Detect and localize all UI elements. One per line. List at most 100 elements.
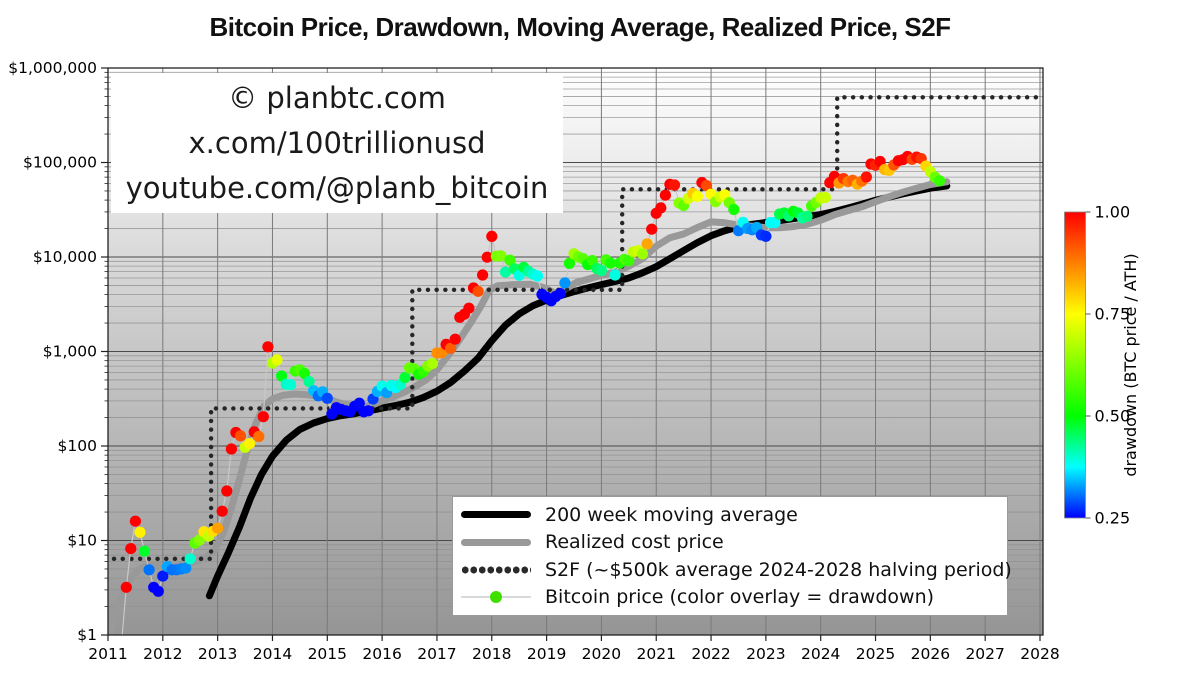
btc-dot bbox=[303, 376, 315, 388]
btc-dot bbox=[623, 255, 635, 267]
btc-dot bbox=[769, 216, 781, 229]
btc-dot bbox=[933, 175, 946, 187]
x-axis-tick-label: 2027 bbox=[965, 645, 1004, 663]
watermark-box: © planbtc.com x.com/100trillionusd youtu… bbox=[111, 73, 563, 213]
legend-item-realized: Realized cost price bbox=[461, 529, 999, 555]
btc-dot bbox=[700, 180, 713, 192]
watermark-line-x: x.com/100trillionusd bbox=[188, 125, 486, 160]
btc-dot bbox=[499, 266, 512, 278]
legend-label-bitcoin-price: Bitcoin price (color overlay = drawdown) bbox=[545, 586, 935, 609]
x-axis-tick-label: 2015 bbox=[308, 645, 347, 663]
btc-dot bbox=[504, 254, 516, 266]
btc-dot bbox=[426, 358, 438, 370]
watermark-line-planbtc: © planbtc.com bbox=[228, 80, 446, 115]
btc-dot bbox=[180, 562, 192, 574]
legend-item-s2f: S2F (~$500k average 2024-2028 halving pe… bbox=[461, 557, 1012, 583]
btc-dot bbox=[732, 225, 745, 237]
x-axis-tick-label: 2019 bbox=[527, 645, 566, 663]
btc-dot bbox=[244, 438, 256, 450]
btc-dot bbox=[152, 585, 164, 597]
legend-label-200wma: 200 week moving average bbox=[545, 503, 798, 526]
legend-item-200wma: 200 week moving average bbox=[461, 502, 999, 528]
colorbar: 1.00 0.75 0.50 0.25 drawdown (BTC price / AT… bbox=[1064, 203, 1140, 528]
x-axis-tick-label: 2025 bbox=[856, 645, 895, 663]
legend-label-realized: Realized cost price bbox=[545, 531, 724, 554]
btc-dot bbox=[604, 257, 617, 269]
btc-dot bbox=[271, 354, 283, 366]
x-axis-tick-label: 2018 bbox=[472, 645, 511, 663]
btc-dot bbox=[641, 238, 653, 250]
btc-dot bbox=[285, 379, 297, 391]
x-axis-tick-label: 2017 bbox=[417, 645, 456, 663]
x-axis-tick-label: 2028 bbox=[1020, 645, 1059, 663]
btc-dot bbox=[463, 302, 475, 314]
btc-dot bbox=[435, 347, 448, 359]
btc-dot bbox=[353, 397, 365, 409]
x-axis-tick-label: 2022 bbox=[691, 645, 730, 663]
legend-price-dot-icon bbox=[490, 591, 502, 604]
btc-dot bbox=[760, 230, 772, 242]
x-axis-tick-label: 2012 bbox=[143, 645, 182, 663]
x-axis-tick-label: 2021 bbox=[637, 645, 676, 663]
x-axis-tick-label: 2013 bbox=[198, 645, 237, 663]
btc-dot bbox=[477, 269, 489, 281]
btc-dot bbox=[234, 430, 247, 442]
legend-label-s2f: S2F (~$500k average 2024-2028 halving pe… bbox=[545, 558, 1012, 581]
x-axis-tick-label: 2024 bbox=[801, 645, 840, 663]
axis-labels: 2011 2012 2013 2014 2015 2016 2017 2018 2019 2020… bbox=[8, 59, 1059, 663]
legend-swatch-s2f bbox=[461, 564, 531, 575]
legend-swatch-bitcoin-price bbox=[461, 591, 531, 604]
series-realized-price bbox=[108, 178, 951, 635]
colorbar-tick-label: 0.25 bbox=[1095, 509, 1131, 528]
x-axis-tick-label: 2023 bbox=[746, 645, 785, 663]
btc-dot bbox=[655, 202, 667, 214]
btc-dot bbox=[609, 269, 621, 281]
y-axis-tick-label: $1,000 bbox=[43, 343, 97, 361]
btc-dot bbox=[554, 288, 566, 300]
btc-dot bbox=[129, 515, 141, 527]
btc-dot bbox=[495, 250, 507, 262]
btc-dot bbox=[225, 443, 237, 455]
btc-dot bbox=[399, 371, 411, 384]
btc-dot bbox=[860, 171, 873, 183]
series-layer bbox=[108, 95, 1043, 635]
x-axis-tick-label: 2026 bbox=[911, 645, 950, 663]
btc-dot bbox=[668, 179, 681, 191]
x-axis-tick-label: 2014 bbox=[253, 645, 292, 663]
y-axis-tick-label: $10,000 bbox=[33, 248, 97, 266]
btc-dot bbox=[120, 581, 132, 593]
btc-dot bbox=[221, 485, 233, 497]
btc-dot bbox=[819, 191, 831, 204]
btc-dot bbox=[216, 505, 228, 517]
btc-dot bbox=[728, 203, 740, 216]
btc-dot bbox=[138, 545, 151, 557]
btc-dot bbox=[125, 543, 137, 555]
btc-dot bbox=[143, 564, 155, 576]
y-axis-tick-label: $10 bbox=[67, 532, 97, 550]
legend-swatch-200wma bbox=[461, 511, 531, 519]
btc-dot bbox=[212, 522, 224, 534]
series-s2f-model bbox=[108, 95, 1043, 561]
colorbar-tick-label: 0.75 bbox=[1095, 305, 1131, 324]
btc-dot bbox=[659, 189, 672, 201]
x-axis-tick-label: 2016 bbox=[362, 645, 401, 663]
btc-dot bbox=[531, 270, 544, 282]
bitcoin-price-dots bbox=[120, 150, 946, 597]
y-axis-tick-label: $1,000,000 bbox=[8, 59, 97, 77]
legend-swatch-realized bbox=[461, 538, 531, 546]
btc-dot bbox=[321, 392, 333, 404]
btc-dot bbox=[253, 430, 265, 443]
chart-title: Bitcoin Price, Drawdown, Moving Average,… bbox=[209, 12, 951, 42]
btc-dot bbox=[563, 257, 576, 269]
btc-dot bbox=[184, 553, 196, 565]
y-axis-tick-label: $1 bbox=[77, 626, 97, 644]
btc-dot bbox=[276, 370, 288, 382]
btc-dot bbox=[691, 190, 704, 202]
btc-dot bbox=[449, 333, 461, 345]
colorbar-tick-label: 1.00 bbox=[1095, 203, 1131, 222]
btc-dot bbox=[801, 210, 813, 222]
btc-dot bbox=[472, 285, 484, 297]
legend-item-bitcoin-price: Bitcoin price (color overlay = drawdown) bbox=[461, 584, 999, 610]
btc-dot bbox=[157, 570, 169, 582]
